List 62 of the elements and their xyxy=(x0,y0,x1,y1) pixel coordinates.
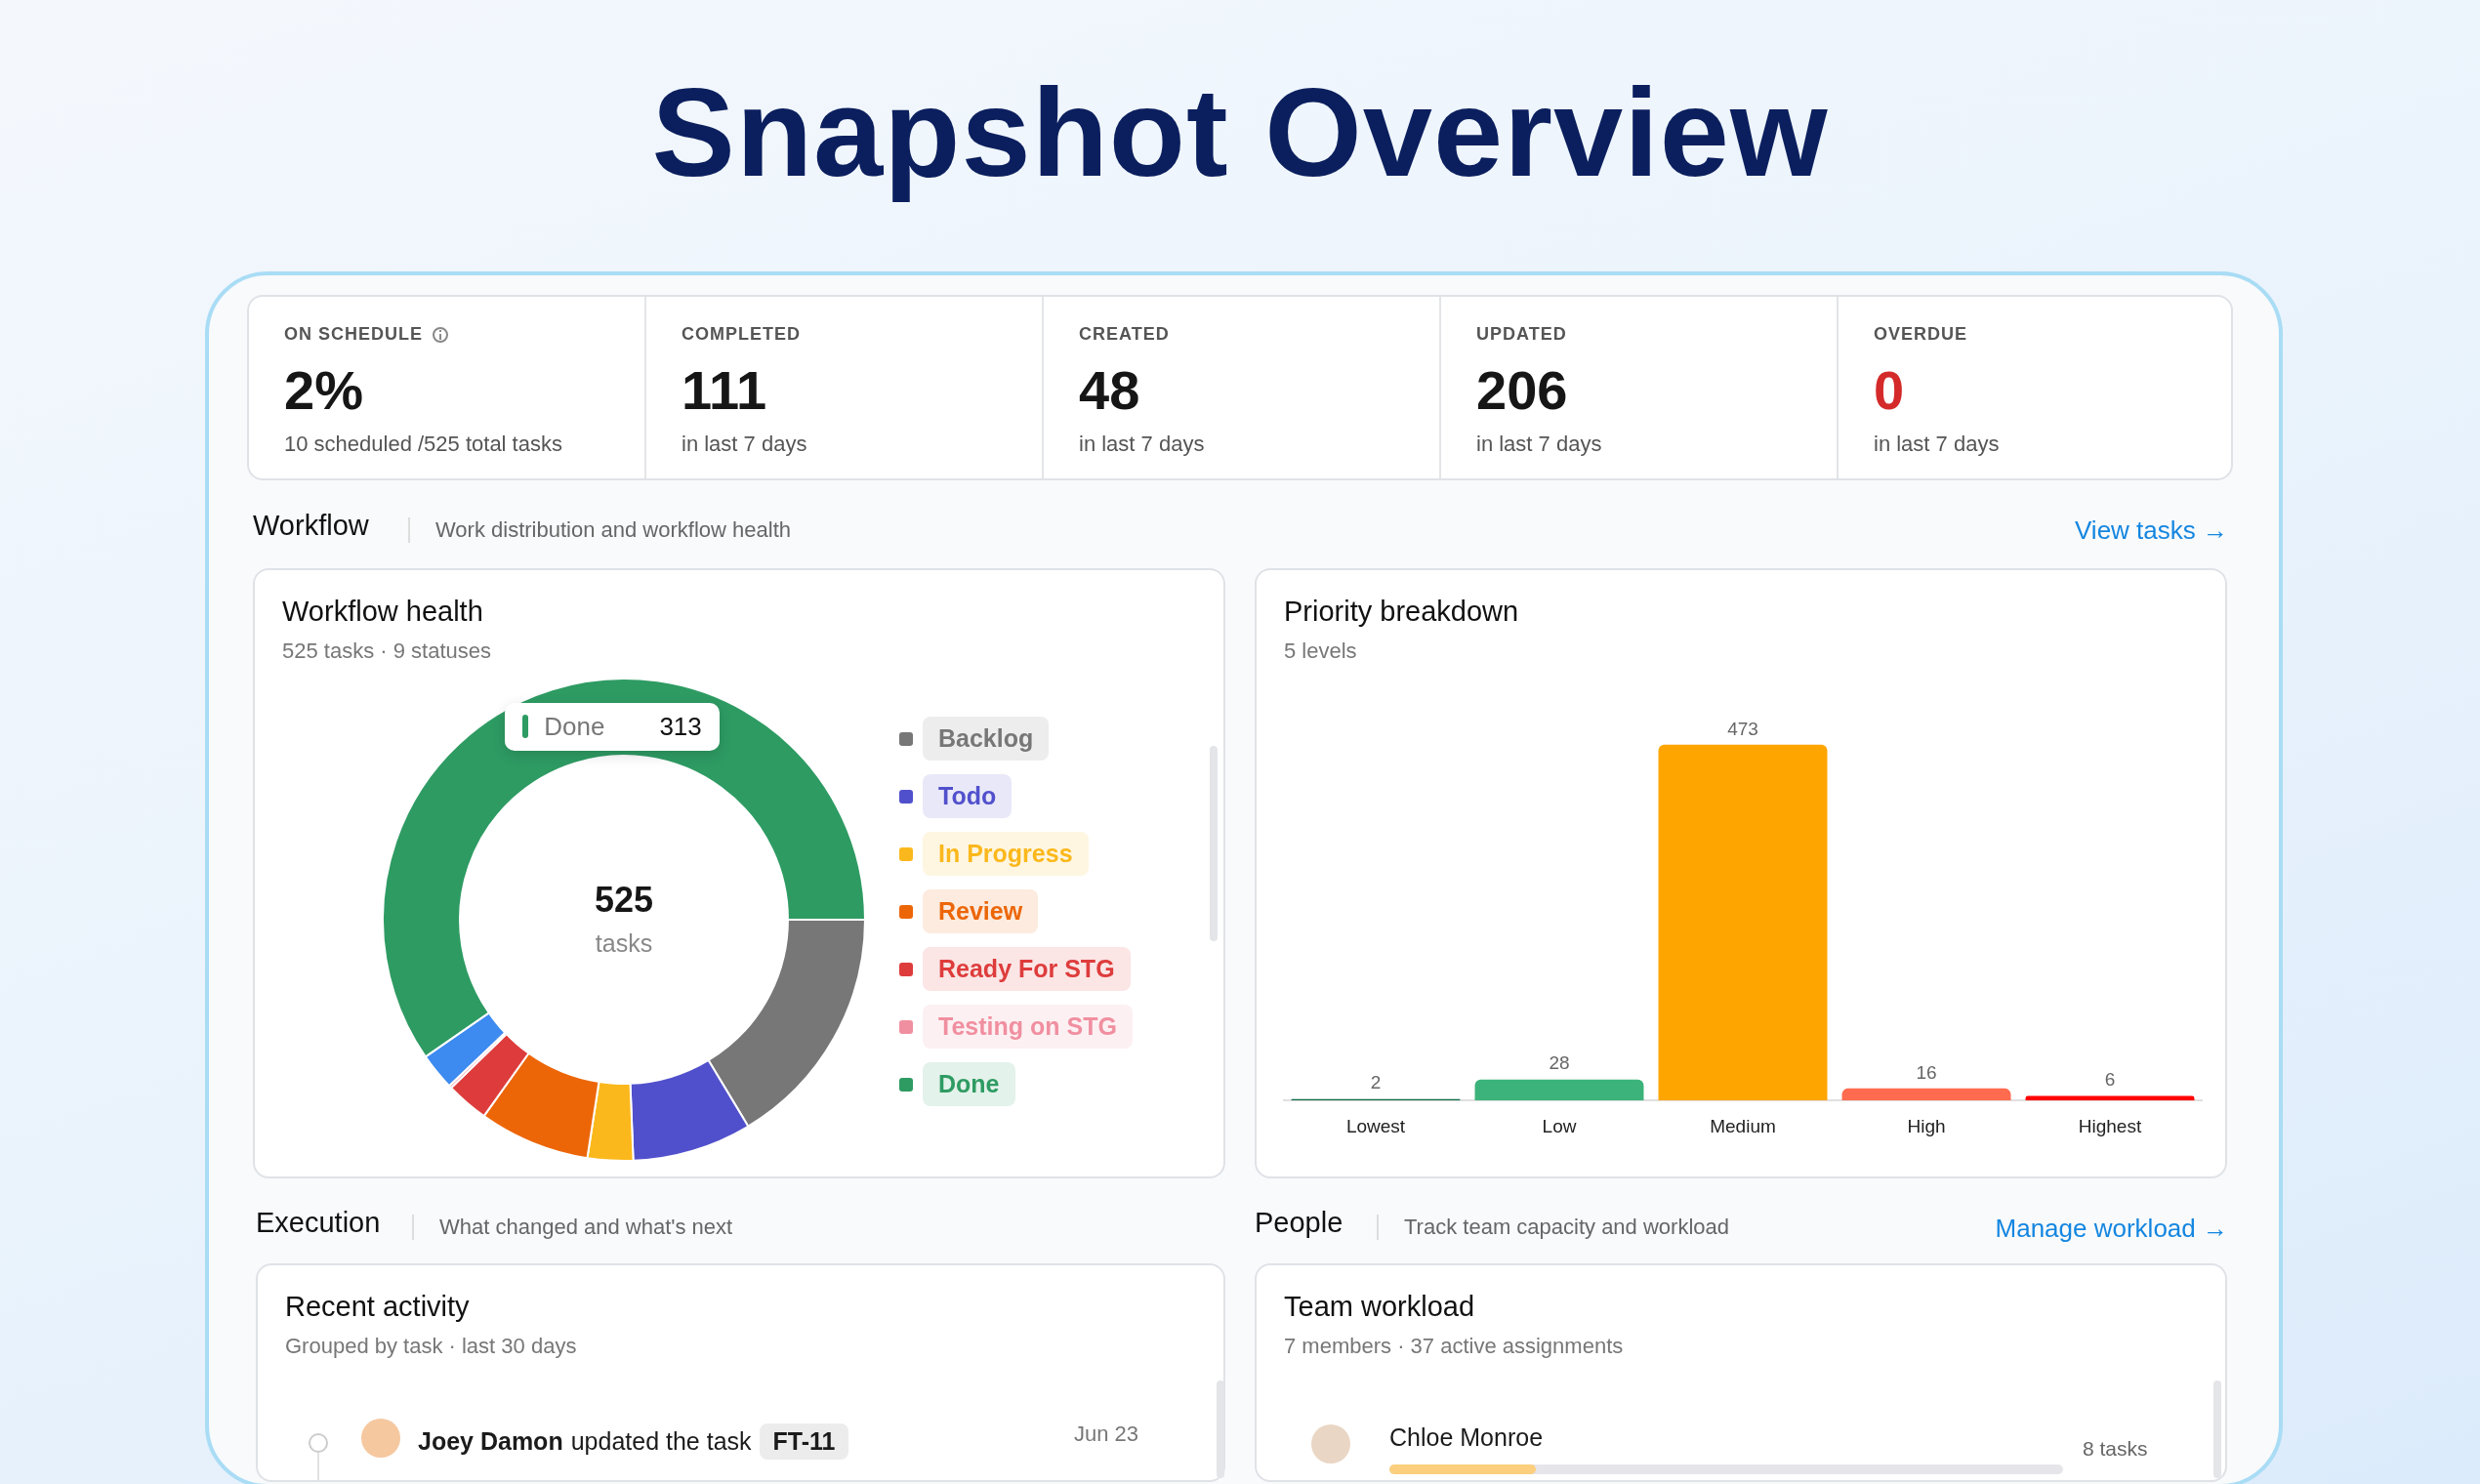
chart-subtitle: 5 levels xyxy=(1284,639,1357,664)
data-label: 2 xyxy=(1370,1072,1382,1093)
text: COMPLETED xyxy=(682,324,802,345)
text: Work distribution and workflow health xyxy=(408,517,791,543)
text: updated the task xyxy=(570,1427,752,1456)
text: 2% xyxy=(284,358,364,422)
text: Jun 23 xyxy=(1074,1422,1139,1447)
text: Joey Damon xyxy=(418,1427,563,1456)
text: 10 scheduled /525 total tasks xyxy=(284,432,563,457)
text: Snapshot Overview xyxy=(650,62,1830,204)
legend-label: Backlog xyxy=(923,717,1050,761)
text: People xyxy=(1255,1207,1343,1239)
text: Workflow xyxy=(253,510,369,542)
text: Recent activity xyxy=(285,1291,470,1323)
text: 7 members · 37 active assignments xyxy=(1284,1334,1624,1359)
data-label: 473 xyxy=(1727,718,1758,739)
bar xyxy=(1474,1079,1644,1101)
text: 111 xyxy=(682,358,768,422)
text: What changed and what's next xyxy=(412,1215,733,1240)
text: Manage workload → xyxy=(1994,1214,2228,1244)
x-tick-label: Medium xyxy=(1710,1115,1776,1136)
text: Chloe Monroe xyxy=(1389,1423,1544,1452)
data-label: 313 xyxy=(659,711,702,742)
x-tick-label: Highest xyxy=(2078,1115,2142,1136)
category-label: Done xyxy=(938,1070,1000,1097)
text: Grouped by task · last 30 days xyxy=(285,1334,577,1359)
text: CREATED xyxy=(1079,324,1170,345)
legend-label: Todo xyxy=(923,774,1013,818)
legend-label: Ready For STG xyxy=(923,947,1131,991)
text: OVERDUE xyxy=(1874,324,1968,345)
text: 48 xyxy=(1079,358,1141,422)
text: 525 xyxy=(594,879,654,920)
x-tick-label: Lowest xyxy=(1345,1115,1406,1136)
text: Track team capacity and workload xyxy=(1377,1215,1729,1240)
text: tasks xyxy=(595,928,653,957)
text: ON SCHEDULE xyxy=(284,324,424,345)
text: View tasks → xyxy=(2074,515,2228,546)
text: in last 7 days xyxy=(1079,432,1206,457)
x-tick-label: Low xyxy=(1542,1115,1577,1136)
text: 206 xyxy=(1476,358,1569,422)
legend-label: Review xyxy=(923,889,1039,933)
text: 0 xyxy=(1874,358,1906,422)
text: Workflow health xyxy=(282,596,483,628)
legend-label: In Progress xyxy=(923,832,1089,876)
legend-label: Testing on STG xyxy=(923,1005,1133,1049)
legend-label: Done xyxy=(544,711,605,742)
text: 8 tasks xyxy=(2083,1437,2148,1461)
text: Team workload xyxy=(1284,1291,1475,1323)
data-label: 28 xyxy=(1549,1052,1570,1074)
text: 525 tasks · 9 statuses xyxy=(282,639,491,664)
text: in last 7 days xyxy=(1874,432,2001,457)
x-tick-label: High xyxy=(1907,1115,1946,1136)
data-label: 16 xyxy=(1916,1061,1937,1083)
text: in last 7 days xyxy=(682,432,808,457)
text: Execution xyxy=(256,1207,381,1239)
text: in last 7 days xyxy=(1476,432,1603,457)
data-label: 6 xyxy=(2104,1069,2116,1091)
text: FT-11 xyxy=(759,1423,849,1460)
chart-title: Priority breakdown xyxy=(1284,596,1519,628)
bar xyxy=(1658,744,1828,1101)
text: UPDATED xyxy=(1476,324,1567,345)
bar xyxy=(1841,1088,2011,1101)
